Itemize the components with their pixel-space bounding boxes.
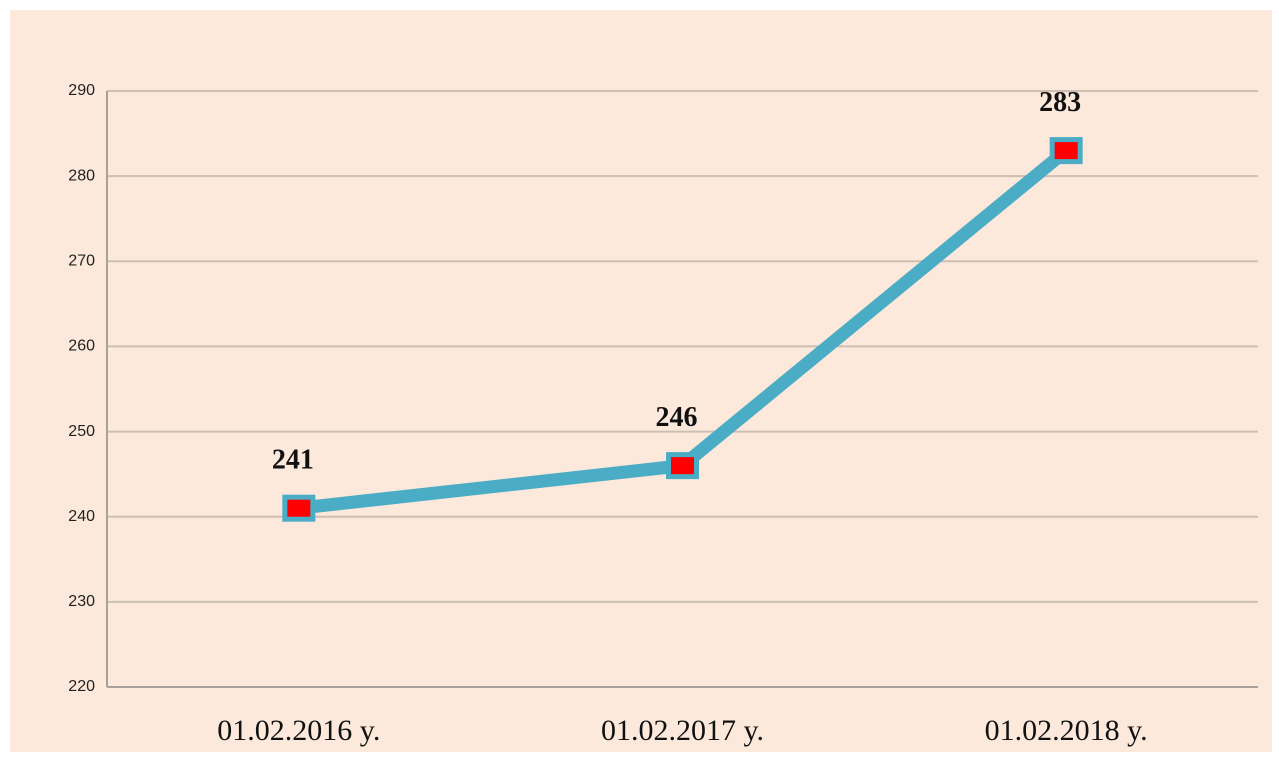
value-label: 283 bbox=[1039, 87, 1081, 118]
marker bbox=[282, 494, 316, 522]
value-label: 246 bbox=[656, 402, 698, 433]
y-tick-label: 240 bbox=[68, 508, 95, 525]
x-tick-label: 01.02.2016 y. bbox=[217, 714, 380, 747]
value-label: 241 bbox=[272, 445, 314, 476]
y-tick-label: 290 bbox=[68, 82, 95, 99]
y-tick-label: 270 bbox=[68, 253, 95, 270]
y-tick-label: 280 bbox=[68, 167, 95, 184]
chart-background bbox=[10, 10, 1272, 752]
marker bbox=[666, 452, 699, 480]
y-tick-label: 230 bbox=[68, 593, 95, 610]
y-tick-label: 250 bbox=[68, 423, 95, 440]
y-tick-label: 260 bbox=[68, 338, 95, 355]
x-tick-label: 01.02.2018 y. bbox=[985, 714, 1148, 747]
marker bbox=[1049, 137, 1083, 165]
x-tick-label: 01.02.2017 y. bbox=[601, 714, 764, 747]
y-tick-label: 220 bbox=[68, 678, 95, 695]
